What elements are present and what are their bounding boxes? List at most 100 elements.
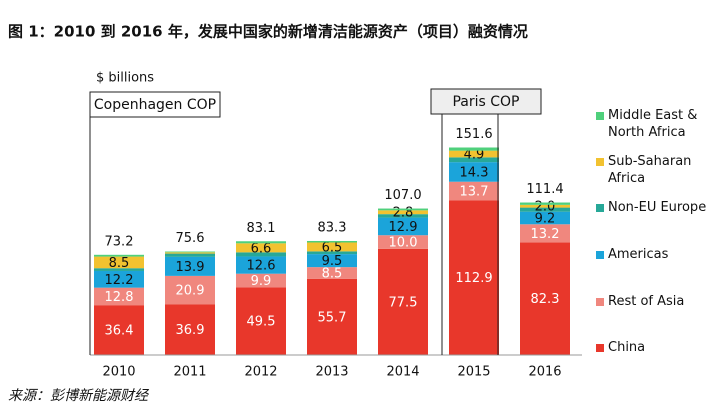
bar-segment	[94, 287, 144, 306]
annotation: Paris COP	[452, 94, 519, 110]
data-label: 9.5	[322, 254, 343, 269]
data-label: 9.2	[535, 211, 556, 226]
data-label: 8.5	[322, 266, 343, 281]
data-label: 36.9	[176, 323, 205, 338]
bar-segment	[449, 200, 499, 355]
total-label: 111.4	[526, 182, 563, 197]
bar-segment	[165, 256, 215, 276]
total-label: 107.0	[384, 188, 421, 203]
x-tick-label: 2015	[457, 365, 490, 380]
data-label: 13.2	[531, 227, 560, 242]
data-label: 12.6	[247, 259, 276, 274]
data-label: 49.5	[247, 315, 276, 330]
bar-segment	[307, 251, 357, 255]
unit-label: $ billions	[96, 71, 154, 86]
data-label: 12.2	[105, 273, 134, 288]
data-label: 2.8	[393, 206, 414, 221]
bar-segment	[449, 162, 499, 182]
bar-segment	[165, 253, 215, 257]
legend-label: Sub-Saharan Africa	[608, 154, 692, 186]
bar-segment	[94, 268, 144, 271]
chart-title: 图 1：2010 到 2016 年，发展中国家的新增清洁能源资产（项目）融资情况	[8, 23, 528, 41]
source: 来源：彭博新能源财经	[8, 388, 150, 404]
total-label: 83.1	[247, 221, 276, 236]
x-tick-label: 2012	[244, 365, 277, 380]
total-label: 151.6	[455, 127, 492, 142]
bar-segment	[236, 243, 286, 253]
data-label: 36.4	[105, 324, 134, 339]
data-label: 13.7	[460, 185, 489, 200]
bar-segment	[236, 273, 286, 288]
total-label: 75.6	[176, 231, 205, 246]
legend-label: Americas	[608, 247, 669, 262]
bar-segment	[236, 256, 286, 274]
bar-segment	[520, 207, 570, 212]
bar-segment	[165, 251, 215, 253]
legend-swatch	[596, 204, 604, 212]
x-tick-label: 2016	[528, 365, 561, 380]
x-tick-label: 2013	[315, 365, 348, 380]
bar-segment	[378, 208, 428, 211]
legend-label: China	[608, 340, 646, 355]
data-label: 12.9	[389, 220, 418, 235]
bar-segment	[520, 242, 570, 355]
legend-label: Middle East & North Africa	[608, 108, 698, 140]
total-label: 83.3	[318, 220, 347, 235]
legend-swatch	[596, 344, 604, 352]
bar-segment	[378, 214, 428, 218]
data-label: 20.9	[176, 284, 205, 299]
bar-segment	[520, 202, 570, 205]
data-label: 9.9	[251, 274, 272, 289]
bar-segment	[94, 270, 144, 288]
bar-segment	[307, 267, 357, 279]
bar-segment	[449, 157, 499, 163]
data-label: 6.6	[251, 241, 272, 256]
data-label: 6.5	[322, 240, 343, 255]
bar-segment	[307, 254, 357, 268]
data-label: 77.5	[389, 295, 418, 310]
legend-label: Rest of Asia	[608, 294, 685, 309]
bar-segment	[94, 256, 144, 269]
data-label: 112.9	[455, 271, 492, 286]
data-label: 2.0	[535, 200, 556, 215]
bar-segment	[378, 217, 428, 236]
bar-segment	[307, 242, 357, 252]
x-tick-label: 2011	[173, 365, 206, 380]
annotation: Copenhagen COP	[94, 97, 216, 113]
data-label: 13.9	[176, 260, 205, 275]
bar-segment	[94, 305, 144, 355]
bar-segment	[165, 252, 215, 254]
annotation-box	[430, 88, 542, 115]
data-label: 10.0	[389, 236, 418, 251]
bar-segment	[236, 241, 286, 244]
bar-segment	[236, 252, 286, 257]
bar-segment	[520, 211, 570, 225]
bar-segment	[520, 204, 570, 208]
x-tick-label: 2010	[102, 365, 135, 380]
bar-segment	[449, 181, 499, 201]
bar-segment	[307, 240, 357, 243]
legend-swatch	[596, 112, 604, 120]
bar-segment	[165, 275, 215, 305]
bar-segment	[520, 224, 570, 243]
x-tick-label: 2014	[386, 365, 419, 380]
data-label: 4.9	[464, 147, 485, 162]
bar-segment	[307, 278, 357, 355]
legend-swatch	[596, 298, 604, 306]
legend-label: Non-EU Europe	[608, 200, 707, 215]
data-label: 82.3	[531, 292, 560, 307]
data-label: 55.7	[318, 310, 347, 325]
bar-segment	[449, 147, 499, 151]
annotation-box	[89, 91, 221, 118]
total-label: 73.2	[105, 234, 134, 249]
bar-segment	[378, 210, 428, 215]
bar-segment	[236, 287, 286, 355]
legend-swatch	[596, 251, 604, 259]
bar-segment	[378, 235, 428, 249]
bar-segment	[165, 304, 215, 355]
bar-segment	[449, 150, 499, 158]
bar-segment	[94, 254, 144, 257]
data-label: 14.3	[460, 165, 489, 180]
